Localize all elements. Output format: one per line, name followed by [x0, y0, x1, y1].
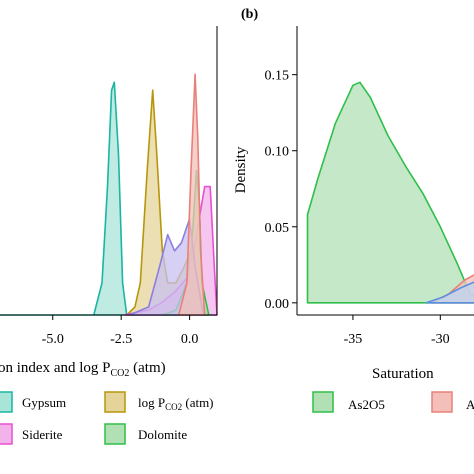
- panel-b-tag: (b): [241, 7, 258, 22]
- legend-label-gypsum: Gypsum: [22, 395, 66, 410]
- panel-b: (b) 0.00 0.05 0.10 0.15 -35 -30 Density Satu…: [233, 7, 474, 382]
- panel-b-x-tick-label: -35: [344, 332, 363, 347]
- legend-swatch-siderite: [0, 423, 13, 445]
- legend-item-as2o5: As2O5: [312, 391, 385, 413]
- panel-b-density-areas: [306, 81, 474, 304]
- panel-a-x-ticks: -5.0 -2.5 0.0: [42, 315, 199, 347]
- legend-swatch-as2o5: [312, 391, 334, 413]
- legend-label-a: A: [466, 397, 474, 412]
- panel-b-y-tick-label: 0.05: [265, 221, 290, 236]
- panel-a-x-axis-title: on index and log PCO2 (atm): [0, 360, 166, 379]
- panel-b-y-ticks: 0.00 0.05 0.10 0.15: [265, 69, 297, 312]
- legend: Gypsum log PCO2 (atm) As2O5 A Siderite D…: [0, 391, 474, 445]
- legend-item-a: A: [431, 391, 474, 413]
- panel-b-density-series-2: [425, 281, 474, 304]
- legend-label-log-pco2: log PCO2 (atm): [138, 395, 214, 412]
- legend-swatch-gypsum: [0, 391, 13, 413]
- legend-swatch-a: [431, 391, 453, 413]
- panel-b-density-as2o5: [306, 81, 474, 304]
- panel-a: -5.0 -2.5 0.0 on index and log PCO2 (atm): [0, 26, 218, 379]
- panel-a-x-tick-label: 0.0: [181, 332, 199, 347]
- panel-b-y-axis-title: Density: [233, 146, 249, 193]
- panel-a-x-tick-label: -5.0: [42, 332, 64, 347]
- panel-b-y-tick-label: 0.00: [265, 297, 290, 312]
- legend-swatch-log-pco2: [104, 391, 126, 413]
- legend-item-siderite: Siderite: [0, 423, 63, 445]
- panel-a-x-tick-label: -2.5: [110, 332, 132, 347]
- panel-a-density-series-5: [177, 73, 206, 316]
- panel-b-y-tick-label: 0.10: [265, 145, 290, 160]
- legend-item-log-pco2: log PCO2 (atm): [104, 391, 214, 413]
- legend-swatch-dolomite: [104, 423, 126, 445]
- legend-item-dolomite: Dolomite: [104, 423, 187, 445]
- panel-a-density-areas: [0, 73, 218, 316]
- panel-b-x-axis-title: Saturation: [372, 366, 434, 382]
- legend-item-gypsum: Gypsum: [0, 391, 66, 413]
- panel-b-x-ticks: -35 -30: [344, 315, 450, 347]
- panel-b-y-tick-label: 0.15: [265, 69, 290, 84]
- legend-label-as2o5: As2O5: [348, 397, 385, 412]
- panel-b-x-tick-label: -30: [431, 332, 450, 347]
- legend-label-dolomite: Dolomite: [138, 427, 187, 442]
- legend-label-siderite: Siderite: [22, 427, 63, 442]
